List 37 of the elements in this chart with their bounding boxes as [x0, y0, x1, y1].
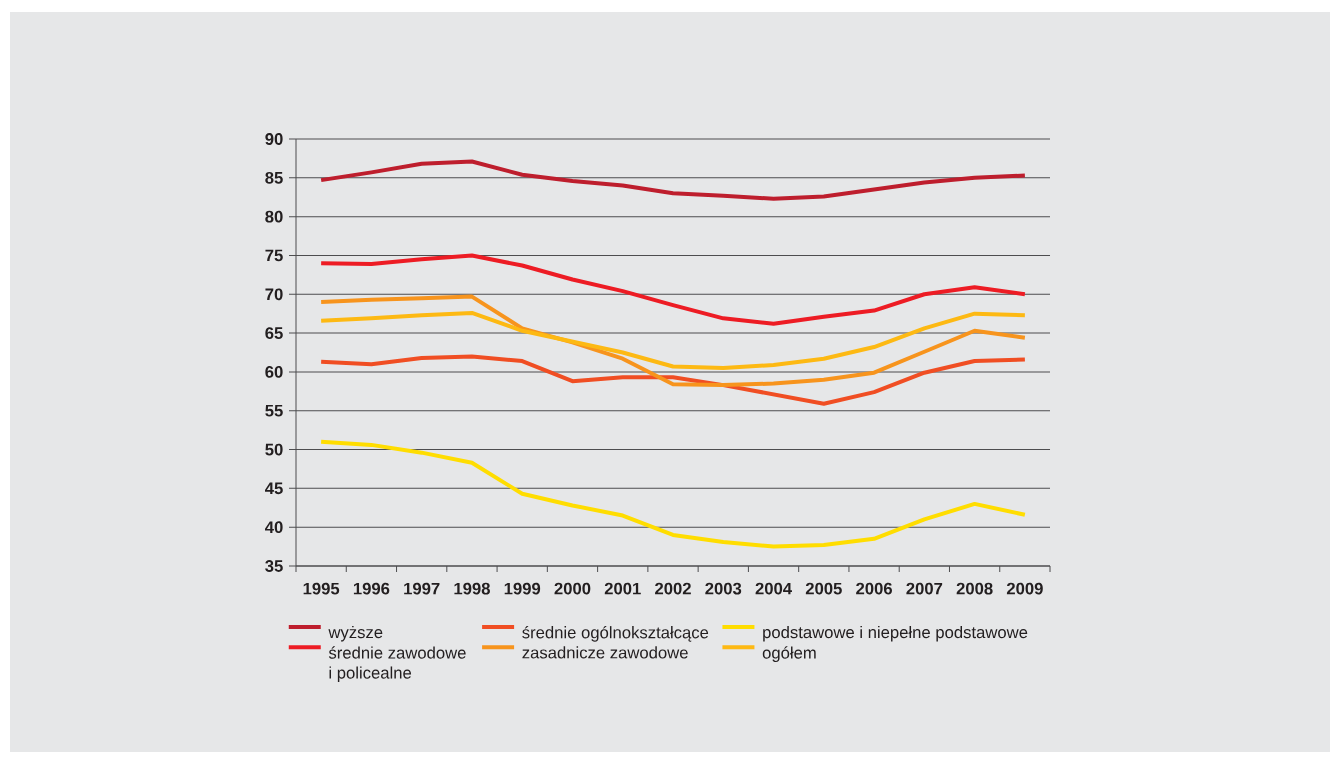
x-tick-label: 2000 [554, 582, 591, 595]
line-series [319, 159, 1027, 201]
line-series [319, 253, 1027, 326]
y-tick-label: 70 [265, 288, 283, 301]
y-tick-label: 90 [265, 133, 283, 145]
x-tick-label: 1996 [353, 582, 390, 595]
x-tick-label: 1997 [404, 582, 440, 595]
line-series [319, 439, 1027, 549]
y-tick-label: 85 [265, 171, 283, 184]
x-tick-label: 2003 [705, 582, 742, 595]
x-tick-label: 1999 [504, 582, 541, 595]
x-tick-label: 2008 [956, 582, 993, 595]
x-tick-label: 2006 [856, 582, 892, 595]
x-tick-label: 2005 [805, 582, 842, 595]
x-tick-label: 2004 [755, 582, 792, 595]
x-tick-label: 1995 [303, 582, 340, 595]
y-tick-label: 80 [265, 210, 283, 223]
legend-label: ogółem [762, 646, 816, 662]
y-tick-label: 45 [265, 482, 283, 495]
x-tick-label: 1998 [454, 582, 490, 595]
legend-label: wyższe [328, 625, 383, 642]
legend-label: średnie zawodowe i policealne [328, 646, 466, 682]
y-tick-label: 60 [265, 366, 283, 378]
y-tick-label: 65 [265, 327, 283, 339]
y-tick-label: 55 [265, 404, 283, 417]
line-series [319, 294, 1027, 388]
x-tick-label: 2009 [1006, 582, 1043, 595]
x-tick-label: 2001 [604, 582, 641, 595]
y-tick-label: 35 [265, 560, 283, 572]
legend-label: zasadnicze zawodowe [522, 646, 688, 659]
y-tick-label: 75 [265, 249, 283, 262]
y-tick-label: 50 [265, 443, 283, 456]
x-tick-label: 2002 [655, 582, 691, 595]
y-tick-label: 40 [265, 521, 283, 534]
legend-label: podstawowe i niepełne podstawowe [763, 625, 1028, 642]
x-tick-label: 2007 [906, 582, 943, 595]
legend-label: średnie ogólnokształcące [522, 625, 709, 642]
